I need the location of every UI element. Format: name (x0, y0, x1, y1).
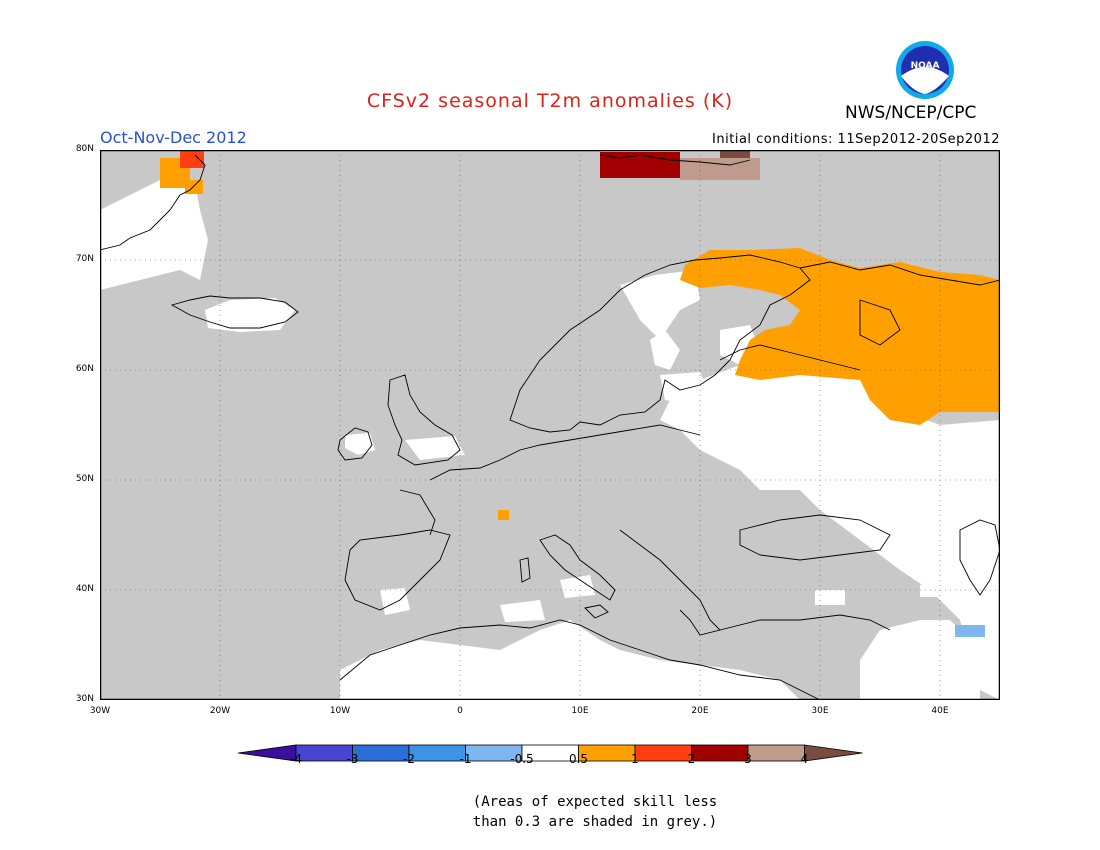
lon-label-0: 0 (457, 706, 463, 716)
lat-label-70n: 70N (75, 254, 94, 264)
legend-tick-label: 0.5 (568, 752, 589, 766)
season-label: Oct-Nov-Dec 2012 (100, 128, 247, 147)
noaa-logo: NOAA (896, 41, 954, 99)
legend-tick-label: 2 (687, 752, 696, 766)
lat-label-60n: 60N (75, 364, 94, 374)
agency-label: NWS/NCEP/CPC (845, 103, 977, 123)
lat-label-80n: 80N (75, 144, 94, 154)
legend-tick-label: 3 (744, 752, 752, 766)
lon-label-30e: 30E (811, 706, 829, 716)
legend-tick-label: 4 (800, 752, 809, 766)
svalbard-anomaly (600, 150, 760, 180)
legend-tick-label: 1 (631, 752, 639, 766)
cool-anomaly-cell (955, 625, 985, 637)
lon-label-10e: 10E (571, 706, 589, 716)
lon-label-10w: 10W (329, 706, 351, 716)
warm-anomaly-regions (160, 158, 1000, 520)
legend-tick-label: -2 (403, 752, 415, 766)
lat-label-50n: 50N (75, 474, 94, 484)
grid-lines (100, 150, 1000, 700)
chart-title: CFSv2 seasonal T2m anomalies (K) (366, 90, 734, 112)
lon-label-20w: 20W (209, 706, 231, 716)
lat-label-30n: 30N (75, 694, 94, 704)
skill-note-line-1: (Areas of expected skill less (472, 794, 718, 810)
legend-tick-label: -1 (459, 752, 472, 766)
legend-tick-label: -4 (290, 752, 302, 766)
anomaly-map (100, 150, 1000, 700)
skill-note-line-2: than 0.3 are shaded in grey.) (472, 814, 718, 830)
legend-colorbar (238, 744, 863, 762)
coastlines (100, 154, 1000, 700)
strong-anomaly-greenland (180, 150, 204, 168)
lon-label-20e: 20E (691, 706, 709, 716)
lon-label-40e: 40E (931, 706, 949, 716)
noaa-logo-text: NOAA (911, 61, 940, 71)
map-frame (100, 150, 1000, 700)
legend-swatch-above-max (804, 744, 863, 762)
initial-conditions-label: Initial conditions: 11Sep2012-20Sep2012 (712, 132, 1000, 147)
legend-tick-label: -0.5 (510, 752, 534, 766)
skill-note: (Areas of expected skill less than 0.3 a… (460, 792, 730, 832)
lat-label-40n: 40N (75, 584, 94, 594)
legend-tick-label: -3 (346, 752, 359, 766)
lon-label-30w: 30W (89, 706, 111, 716)
